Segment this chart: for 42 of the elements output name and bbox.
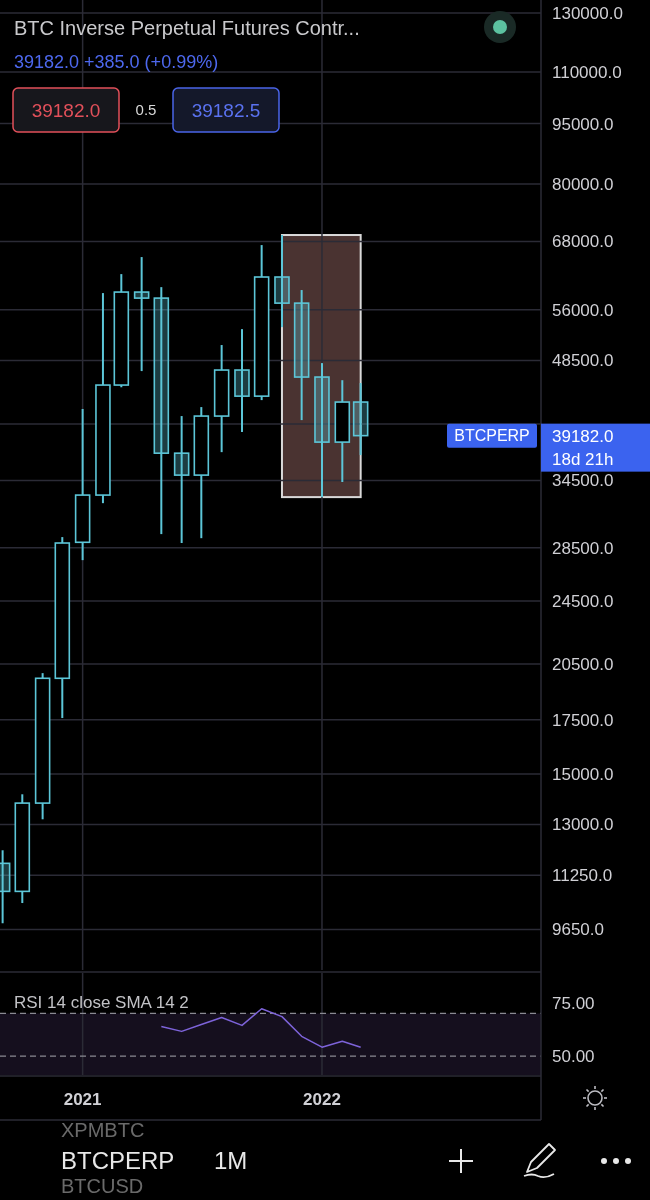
y-tick-label: 56000.0 — [552, 300, 614, 320]
y-tick-label: 28500.0 — [552, 538, 614, 558]
text: RSI 14 close SMA 14 2 — [14, 992, 189, 1012]
text: XPMBTC — [61, 1119, 145, 1141]
y-tick-label: 75.00 — [552, 993, 595, 1013]
candlestick — [234, 328, 250, 433]
annotation: 39182.0 — [31, 99, 101, 121]
y-tick-label: 11250.0 — [552, 866, 613, 886]
text: BTCUSD — [61, 1175, 144, 1197]
annotation: BTCPERP — [454, 427, 530, 445]
text: 39182.0 +385.0 (+0.99%) — [14, 52, 219, 73]
text: 39182.0 — [552, 426, 614, 446]
y-tick-label: 110000.0 — [552, 62, 622, 82]
candlestick — [153, 286, 170, 536]
annotation: 39182.5 — [191, 99, 261, 121]
x-tick-label: 2021 — [63, 1090, 102, 1109]
candlestick — [274, 234, 290, 329]
y-tick-label: 24500.0 — [552, 592, 614, 612]
x-tick-label: 2022 — [303, 1090, 341, 1109]
text: BTC Inverse Perpetual Futures Contr... — [14, 17, 360, 39]
candlestick — [293, 289, 310, 422]
candlestick — [314, 362, 330, 499]
y-tick-label: 13000.0 — [552, 815, 614, 835]
y-tick-label: 15000.0 — [552, 764, 614, 784]
text: 1M — [214, 1147, 248, 1175]
candlestick — [352, 382, 369, 457]
y-tick-label: 17500.0 — [552, 710, 614, 730]
y-tick-label: 68000.0 — [552, 232, 614, 252]
y-tick-label: 130000.0 — [552, 3, 623, 23]
y-tick-label: 48500.0 — [552, 351, 614, 371]
y-tick-label: 95000.0 — [552, 114, 614, 134]
y-tick-label: 80000.0 — [552, 175, 614, 195]
y-tick-label: 34500.0 — [552, 471, 614, 491]
text: 18d 21h — [552, 449, 614, 469]
candlestick — [173, 415, 190, 545]
text: BTCPERP — [61, 1147, 175, 1175]
y-tick-label: 50.00 — [552, 1047, 595, 1067]
candlestick — [133, 256, 150, 373]
y-tick-label: 20500.0 — [552, 654, 614, 674]
line-series — [160, 1007, 362, 1048]
y-tick-label: 9650.0 — [552, 920, 604, 940]
annotation: 0.5 — [135, 101, 157, 119]
